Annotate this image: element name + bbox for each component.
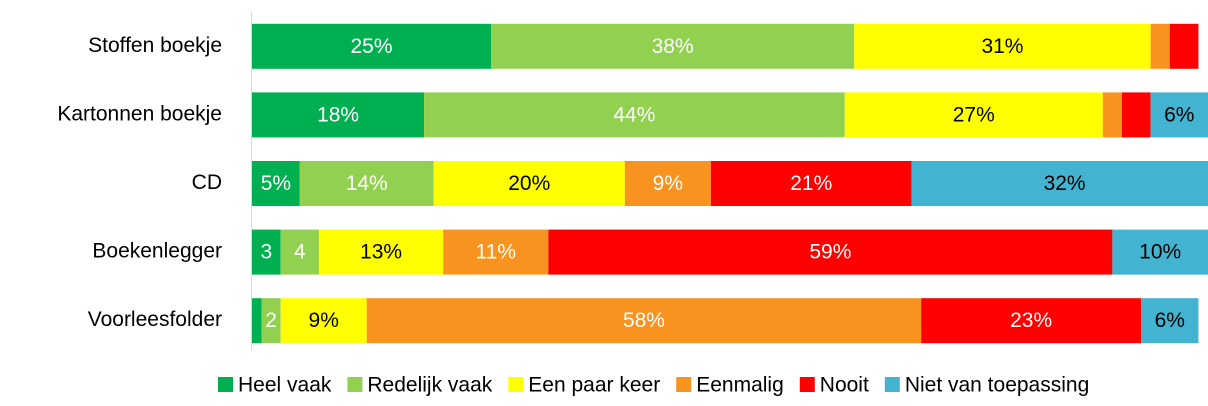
data-label: 6% bbox=[1155, 309, 1185, 332]
legend-swatch bbox=[884, 377, 900, 392]
bar-segment bbox=[844, 92, 1103, 138]
data-label: 9% bbox=[653, 172, 683, 195]
bar-segment bbox=[911, 161, 1208, 206]
data-label: 59% bbox=[809, 241, 851, 264]
data-label: 21% bbox=[790, 172, 832, 195]
data-label: 11% bbox=[476, 241, 516, 264]
data-label: 13% bbox=[360, 241, 402, 264]
bar-segment bbox=[261, 298, 281, 344]
bar-segment bbox=[280, 298, 367, 344]
bar-segment bbox=[252, 298, 262, 344]
data-label: 20% bbox=[508, 172, 550, 195]
bar-segment bbox=[424, 92, 845, 138]
category-label: Kartonnen boekje bbox=[57, 102, 222, 125]
bar-segment bbox=[443, 229, 549, 275]
legend-label: Niet van toepassing bbox=[905, 374, 1089, 397]
category-label: Boekenlegger bbox=[92, 240, 222, 263]
data-label: 5% bbox=[261, 172, 291, 195]
data-label: 3 bbox=[260, 241, 272, 264]
data-label: 58% bbox=[623, 309, 665, 332]
bar-segment bbox=[854, 23, 1151, 69]
data-label: 6% bbox=[1164, 103, 1194, 126]
data-label: 14% bbox=[346, 172, 388, 195]
legend-swatch bbox=[508, 377, 524, 392]
bar-segment bbox=[1150, 23, 1170, 69]
bar-segment bbox=[252, 92, 425, 138]
legend-swatch bbox=[347, 377, 363, 392]
bar-segment bbox=[299, 161, 434, 206]
bar-segment bbox=[710, 161, 912, 206]
bar-segment bbox=[433, 161, 625, 206]
category-label: Voorleesfolder bbox=[88, 308, 222, 331]
legend-swatch bbox=[218, 377, 233, 392]
legend-label: Heel vaak bbox=[238, 374, 332, 397]
data-label: 23% bbox=[1010, 309, 1052, 332]
legend-label: Redelijk vaak bbox=[367, 374, 492, 397]
data-label: 2 bbox=[265, 309, 277, 332]
data-label: 31% bbox=[981, 35, 1023, 58]
bar-segment bbox=[318, 229, 444, 275]
data-label: 4 bbox=[294, 241, 306, 264]
data-label: 9% bbox=[309, 309, 339, 332]
bar-segment bbox=[624, 161, 711, 206]
legend-label: Nooit bbox=[820, 374, 869, 397]
bar-segment bbox=[366, 298, 922, 344]
bar-segment bbox=[252, 229, 281, 275]
bar-segment bbox=[491, 23, 855, 69]
bar-segment bbox=[280, 229, 319, 275]
legend-swatch bbox=[799, 377, 815, 392]
data-label: 38% bbox=[652, 35, 694, 58]
bar-segment bbox=[1169, 23, 1199, 69]
data-label: 44% bbox=[613, 103, 655, 126]
bar-segment bbox=[1112, 229, 1208, 275]
category-label: CD bbox=[192, 171, 222, 194]
data-label: 10% bbox=[1139, 241, 1181, 264]
bar-segment bbox=[548, 229, 1113, 275]
data-label: 32% bbox=[1044, 172, 1086, 195]
bar-segment bbox=[921, 298, 1142, 344]
bar-segment bbox=[252, 161, 300, 206]
bar-segment bbox=[1141, 298, 1199, 344]
legend-label: Eenmalig bbox=[696, 374, 784, 397]
bar-segment bbox=[1121, 92, 1151, 138]
bar-segment bbox=[1102, 92, 1122, 138]
legend-swatch bbox=[676, 377, 692, 392]
category-label: Stoffen boekje bbox=[88, 34, 222, 57]
data-label: 27% bbox=[953, 103, 995, 126]
legend-label: Een paar keer bbox=[528, 374, 660, 397]
data-label: 18% bbox=[317, 103, 359, 126]
bar-segment bbox=[252, 23, 491, 69]
data-label: 25% bbox=[350, 35, 392, 58]
bar-segment bbox=[1150, 92, 1208, 138]
